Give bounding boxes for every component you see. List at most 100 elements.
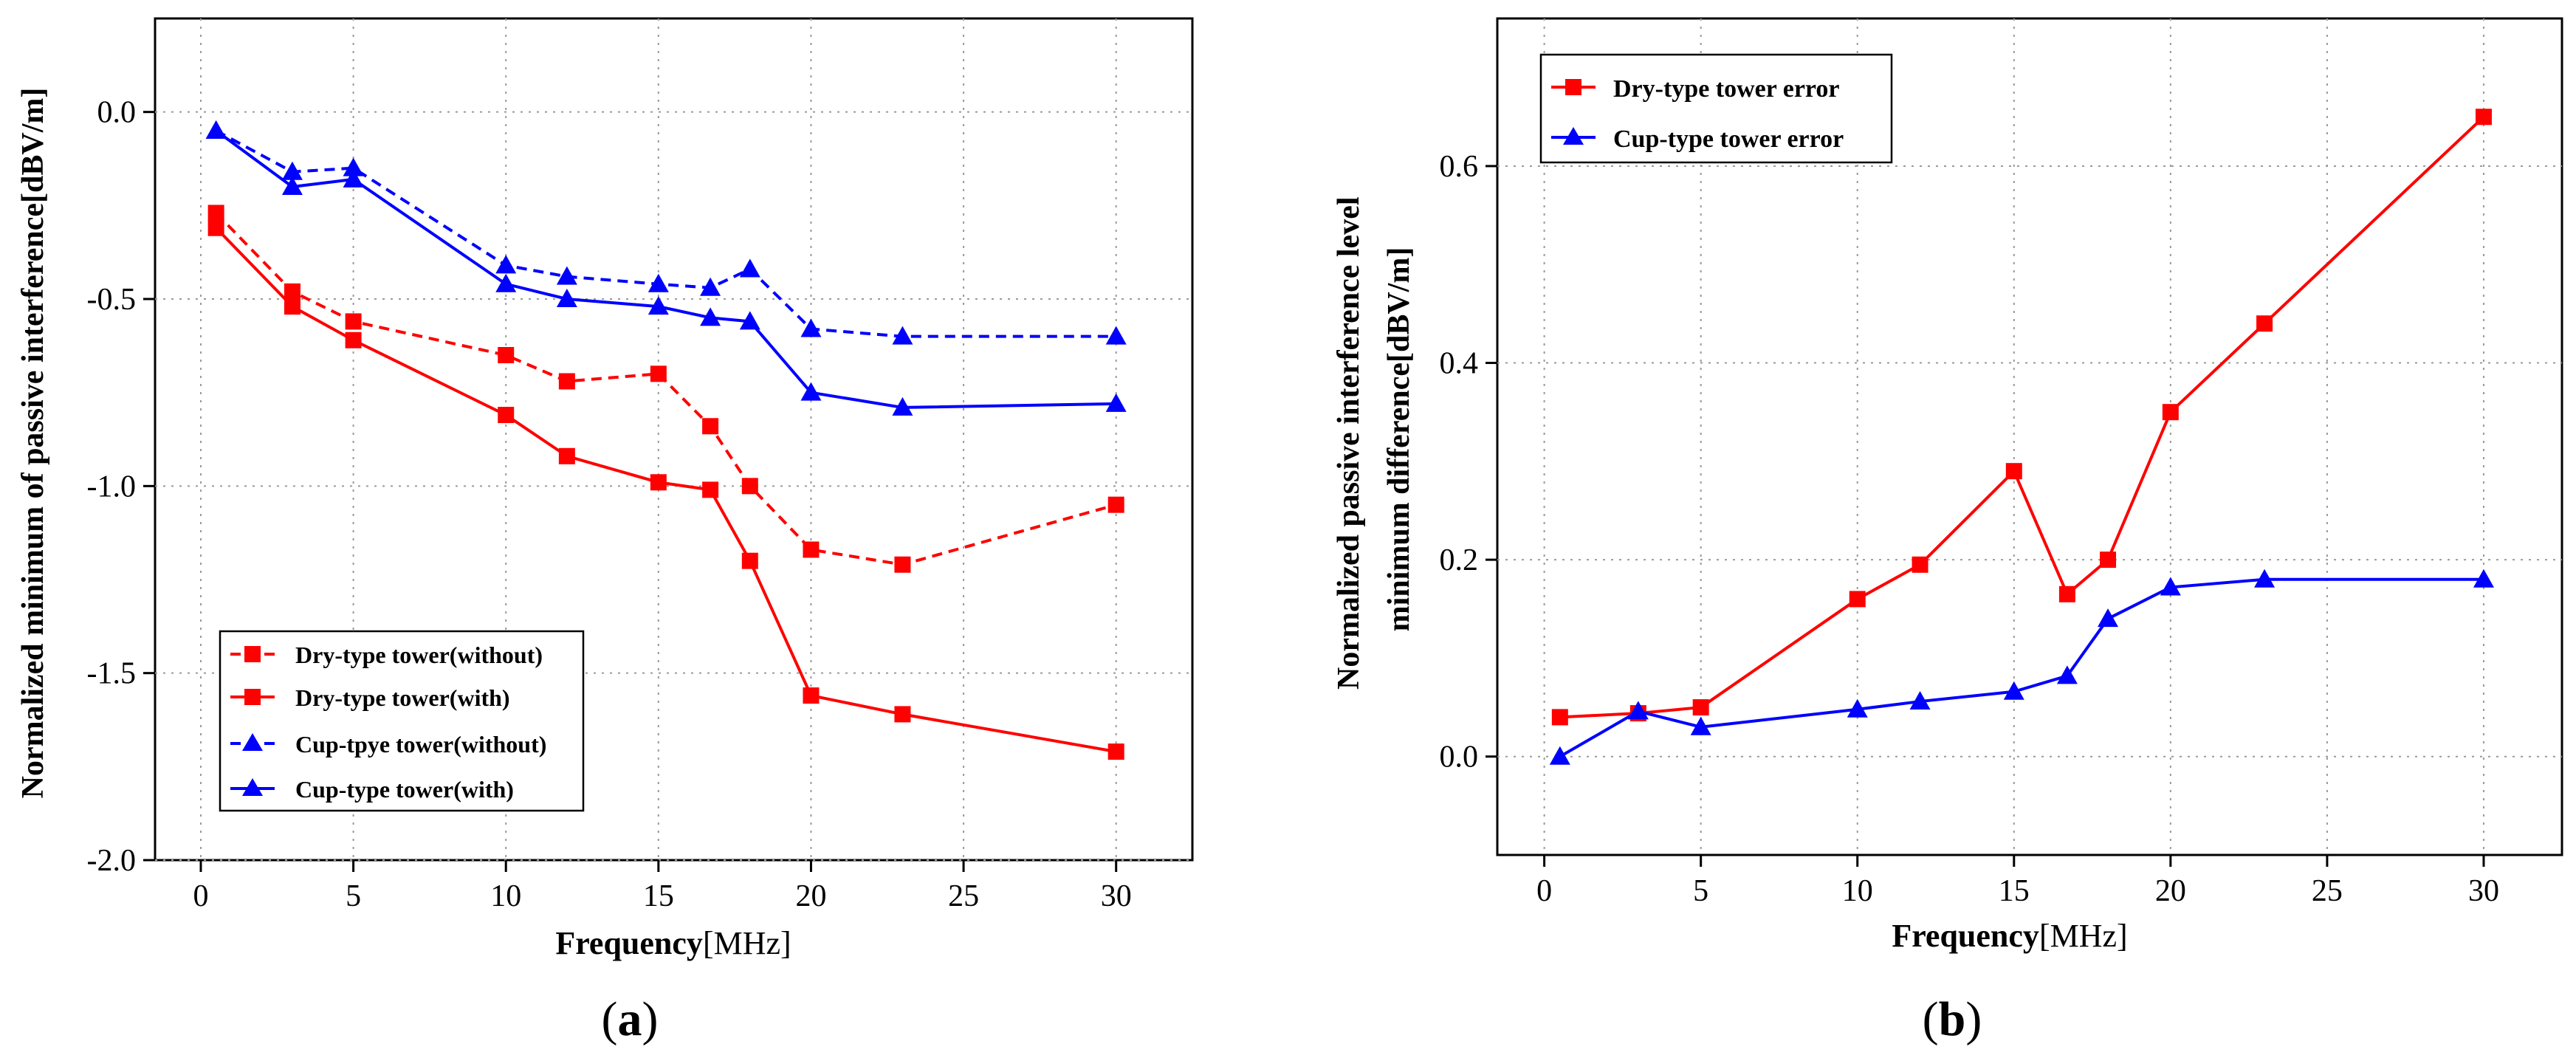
legend-label: Cup-type tower error	[1613, 126, 1844, 153]
panel-b-ylabel-line2: minimum difference[dBV/m]	[1382, 247, 1416, 632]
data-point-square	[345, 313, 362, 330]
data-point-triangle	[648, 296, 669, 315]
panel-b: 0.0 0.2 0.4 0.6 0 5 10 15 20 25 30 Frequ…	[1332, 17, 2563, 1046]
legend-label: Cup-tpye tower(without)	[295, 731, 546, 758]
data-point-square	[1849, 591, 1866, 608]
legend-entry: Cup-tpye tower(without)	[230, 731, 546, 758]
data-point-square	[2100, 552, 2117, 568]
data-point-square	[1551, 709, 1568, 726]
panel-b-ytick-label: 0.0	[1440, 741, 1479, 774]
data-point-square	[894, 706, 911, 723]
data-point-triangle	[2254, 568, 2276, 588]
data-point-triangle	[343, 168, 364, 188]
data-point-triangle	[2003, 681, 2024, 700]
series-line	[215, 212, 1117, 566]
panel-b-ytick-label: 0.2	[1440, 543, 1479, 577]
data-point-square	[498, 347, 515, 363]
panel-a-xlabel-bold: Frequency	[555, 925, 703, 961]
data-point-square	[2005, 463, 2022, 480]
data-point-square	[2475, 109, 2492, 126]
panel-a-xtick-label: 30	[1101, 879, 1132, 913]
data-point-triangle	[2160, 577, 2181, 596]
data-point-triangle	[1627, 701, 1649, 720]
data-point-square	[2058, 585, 2075, 602]
data-point-triangle	[2473, 568, 2494, 588]
data-point-triangle	[1105, 326, 1127, 345]
data-point-triangle	[700, 277, 721, 296]
data-point-square	[1107, 743, 1124, 760]
data-point-triangle	[495, 273, 517, 292]
panel-b-legend: Dry-type tower error Cup-type tower erro…	[1539, 53, 1893, 164]
data-point-triangle	[281, 176, 303, 195]
data-point-triangle	[556, 289, 577, 307]
data-point-square	[207, 205, 224, 221]
data-point-triangle	[892, 396, 913, 416]
data-point-triangle	[1690, 716, 1711, 735]
panel-a-series	[205, 120, 1127, 760]
panel-b-legend-frame	[1539, 53, 1893, 164]
data-point-triangle	[281, 161, 303, 180]
data-point-triangle	[343, 157, 364, 176]
data-point-triangle	[1549, 746, 1570, 765]
data-point-square	[2162, 404, 2179, 421]
panel-a-ytick-label: -1.5	[87, 657, 137, 691]
data-point-square	[803, 687, 820, 704]
legend-entry: Dry-type tower(without)	[230, 642, 543, 668]
panel-a-ytick-label: -0.5	[87, 283, 137, 317]
panel-a-ytick-label: 0.0	[97, 96, 137, 130]
data-point-triangle	[739, 311, 760, 330]
data-point-triangle	[800, 382, 822, 401]
panel-b-caption: (b)	[1923, 992, 1982, 1046]
data-point-triangle	[2056, 665, 2078, 684]
panel-a-caption-letter: a	[618, 992, 642, 1046]
panel-a-xtick-label: 5	[346, 879, 361, 913]
panel-b-ytick-label: 0.6	[1440, 150, 1479, 184]
panel-a-y-axis-label: Normalized minimum of passive interferen…	[16, 88, 50, 799]
panel-a-xtick-label: 20	[795, 879, 826, 913]
panel-a-xlabel-unit: [MHz]	[703, 925, 791, 961]
panel-b-xtick-label: 20	[2155, 874, 2186, 908]
panel-b-caption-open: (	[1923, 992, 1939, 1046]
panel-b-ticks	[1486, 165, 2485, 867]
data-point-triangle	[1847, 698, 1868, 718]
panel-a-legend-frame	[219, 630, 585, 812]
panel-b-xtick-label: 25	[2312, 874, 2343, 908]
panel-b-xlabel-unit: [MHz]	[2039, 918, 2128, 954]
panel-b-series	[1549, 109, 2494, 765]
data-point-triangle	[205, 120, 227, 139]
data-point-triangle	[556, 266, 577, 285]
panel-a-ticks	[143, 111, 1118, 872]
data-point-square	[803, 541, 820, 558]
panel-b-xtick-label: 30	[2468, 874, 2499, 908]
data-point-square	[345, 332, 362, 348]
panel-a-caption-close: )	[642, 992, 659, 1046]
panel-b-xtick-label: 10	[1842, 874, 1873, 908]
panel-b-ylabel-line1: Normalized passive interference level	[1332, 196, 1366, 690]
legend-label: Dry-type tower error	[1613, 75, 1839, 103]
data-point-square	[284, 283, 300, 300]
panel-a-ytick-label: -2.0	[87, 844, 137, 878]
panel-a-caption: (a)	[602, 992, 659, 1046]
data-point-square	[2256, 315, 2273, 332]
panel-b-xtick-label: 0	[1536, 874, 1552, 908]
panel-a-ytick-label: -1.0	[87, 470, 137, 504]
legend-entry: Cup-type tower(with)	[230, 776, 514, 803]
panel-a-caption-open: (	[602, 992, 618, 1046]
data-point-square	[702, 481, 719, 498]
data-point-triangle	[1909, 691, 1931, 710]
data-point-square	[702, 418, 719, 435]
data-point-triangle	[892, 326, 913, 345]
data-point-triangle	[2098, 608, 2119, 628]
panel-b-ytick-label: 0.4	[1440, 347, 1479, 381]
panel-b-xtick-label: 15	[1999, 874, 2030, 908]
data-point-square	[498, 407, 515, 424]
data-point-square	[1912, 556, 1928, 573]
panel-a-x-axis-label: Frequency[MHz]	[555, 925, 791, 961]
legend-entry: Dry-type tower error	[1551, 75, 1839, 103]
panel-b-caption-letter: b	[1939, 992, 1966, 1046]
panel-a-xtick-label: 25	[948, 879, 979, 913]
legend-label: Cup-type tower(with)	[295, 776, 514, 803]
data-point-triangle	[700, 307, 721, 326]
data-point-triangle	[648, 273, 669, 292]
